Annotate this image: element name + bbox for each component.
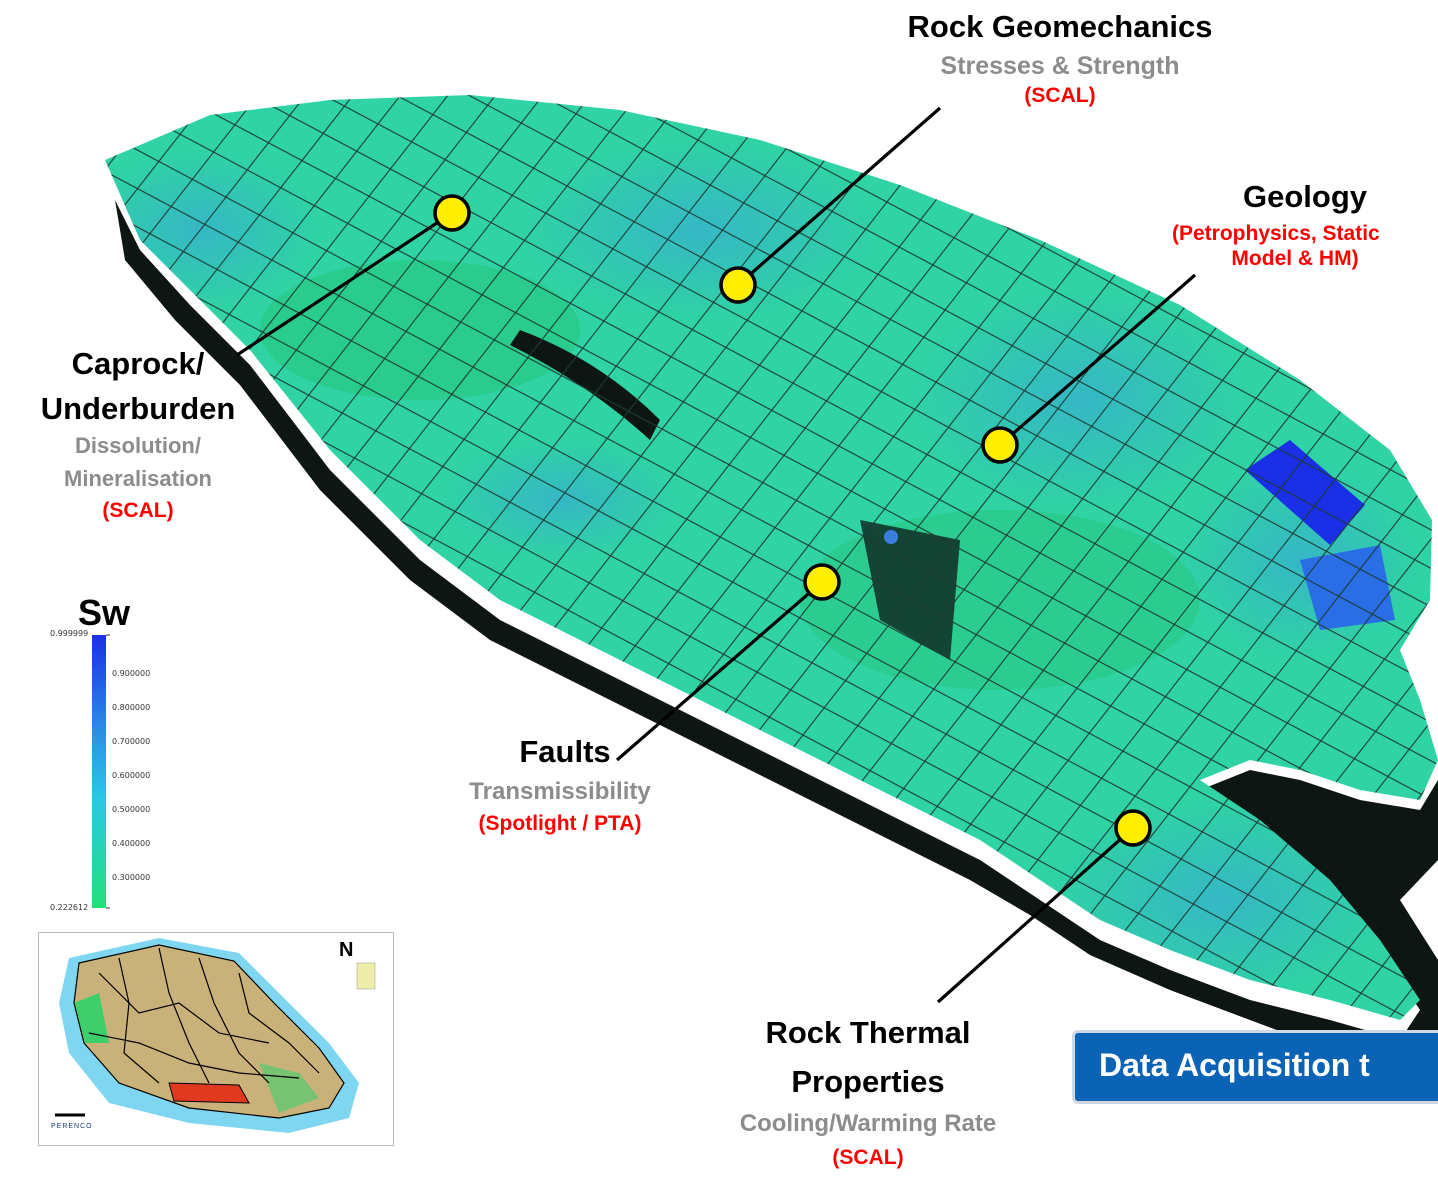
leader-line-geomechanics [736, 106, 942, 287]
sw-legend-tick: 0.700000 [112, 737, 151, 746]
leader-line-geology [998, 273, 1197, 447]
thermal-title-line1: Rock Thermal [765, 1015, 971, 1050]
thermal-title-line2: Properties [791, 1064, 945, 1100]
label-thermal: Rock Thermal Properties Cooling/Warming … [668, 1014, 1068, 1170]
marker-geomechanics [719, 266, 757, 304]
sw-legend-tick: 0.500000 [112, 805, 151, 814]
leader-line-thermal [936, 826, 1135, 1004]
label-geomechanics: Rock Geomechanics Stresses & Strength (S… [860, 8, 1260, 108]
sw-legend-min: 0.222612 [50, 903, 89, 912]
inset-logo: PERENCO [51, 1123, 93, 1130]
marker-thermal [1114, 809, 1152, 847]
data-acquisition-banner[interactable]: Data Acquisition t [1072, 1030, 1438, 1104]
geology-note-line2: Model & HM) [1231, 247, 1359, 271]
label-caprock: Caprock/ Underburden Dissolution/ Minera… [8, 345, 268, 523]
geomechanics-title: Rock Geomechanics [907, 9, 1213, 44]
label-geology: Geology (Petrophysics, Static Model & HM… [1160, 178, 1438, 272]
leader-line-caprock [236, 211, 453, 357]
leader-line-faults [615, 580, 824, 762]
thermal-subtitle: Cooling/Warming Rate [739, 1110, 997, 1138]
geology-note-line1: (Petrophysics, Static [1172, 222, 1380, 246]
geomechanics-note: (SCAL) [1024, 84, 1096, 108]
label-faults: Faults Transmissibility (Spotlight / PTA… [400, 733, 720, 836]
geology-title: Geology [1242, 179, 1367, 214]
marker-geology [981, 426, 1019, 464]
marker-faults [803, 563, 841, 601]
sw-legend-max: 0.999999 [50, 629, 89, 638]
faults-title: Faults [519, 734, 611, 769]
caprock-title-line1: Caprock/ [71, 346, 205, 381]
inset-field-map: N PERENCO [38, 932, 394, 1146]
sw-color-bar [92, 635, 106, 908]
caprock-subtitle-line1: Dissolution/ [75, 433, 201, 459]
sw-legend-tick: 0.900000 [112, 669, 151, 678]
sw-legend-tick: 0.800000 [112, 703, 151, 712]
marker-caprock [433, 194, 471, 232]
sw-legend-tick: 0.600000 [112, 771, 151, 780]
thermal-note: (SCAL) [832, 1146, 904, 1170]
caprock-title-line2: Underburden [40, 391, 236, 427]
sw-legend-tick: 0.300000 [112, 873, 151, 882]
caprock-subtitle-line2: Mineralisation [64, 465, 212, 491]
caprock-note: (SCAL) [102, 499, 174, 523]
faults-subtitle: Transmissibility [469, 778, 651, 806]
inset-map-drawing [55, 938, 376, 1133]
geomechanics-subtitle: Stresses & Strength [940, 52, 1180, 81]
sw-legend-tick: 0.400000 [112, 839, 151, 848]
leader-lines [236, 106, 1197, 1004]
faults-note: (Spotlight / PTA) [478, 811, 642, 835]
north-arrow-icon: N [339, 939, 354, 961]
sw-legend-title: Sw [78, 592, 131, 633]
